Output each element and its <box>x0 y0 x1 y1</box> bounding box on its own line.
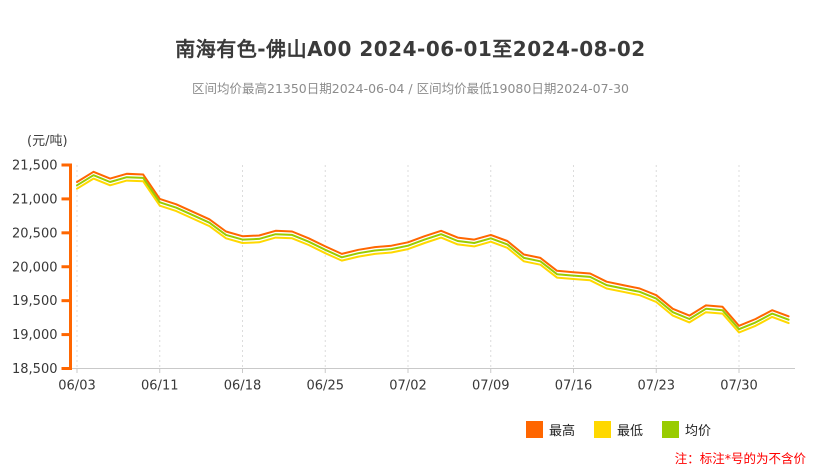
y-tick-label: 19,500 <box>12 294 58 309</box>
chart-legend: 最高 最低 均价 <box>526 420 711 439</box>
y-tick-label: 19,000 <box>12 328 58 343</box>
x-tick-label: 06/03 <box>58 379 95 394</box>
y-tick-label: 20,500 <box>12 226 58 241</box>
legend-item-high: 最高 <box>526 420 575 439</box>
chart-subtitle: 区间均价最高21350日期2024-06-04 / 区间均价最低19080日期2… <box>192 81 629 96</box>
legend-item-low: 最低 <box>594 420 643 439</box>
high-series-swatch-icon <box>526 421 543 438</box>
x-tick-label: 06/18 <box>224 379 261 394</box>
y-tick-label: 20,000 <box>12 260 58 275</box>
legend-label-avg: 均价 <box>685 424 712 439</box>
x-tick-label: 07/16 <box>555 379 592 394</box>
series-line-avg <box>76 174 790 331</box>
y-tick-label: 18,500 <box>12 362 58 377</box>
x-tick-label: 07/23 <box>638 379 675 394</box>
series-line-low <box>76 177 790 334</box>
low-series-swatch-icon <box>594 421 612 438</box>
legend-label-low: 最低 <box>617 424 644 439</box>
x-tick-label: 07/09 <box>472 379 509 394</box>
legend-item-avg: 均价 <box>662 420 711 439</box>
y-axis-unit-label: (元/吨) <box>27 134 68 149</box>
chart-title: 南海有色-佛山A00 2024-06-01至2024-08-02 <box>175 37 646 61</box>
x-tick-label: 06/11 <box>141 379 178 394</box>
y-tick-label: 21,000 <box>12 192 58 207</box>
price-footnote: 注：标注*号的为不含价 <box>674 451 806 466</box>
y-tick-label: 21,500 <box>12 159 58 174</box>
x-tick-label: 06/25 <box>307 379 344 394</box>
x-tick-label: 07/02 <box>389 379 426 394</box>
x-tick-label: 07/30 <box>720 379 757 394</box>
series-line-high <box>76 170 790 327</box>
avg-series-swatch-icon <box>662 421 680 438</box>
legend-label-high: 最高 <box>549 424 576 439</box>
